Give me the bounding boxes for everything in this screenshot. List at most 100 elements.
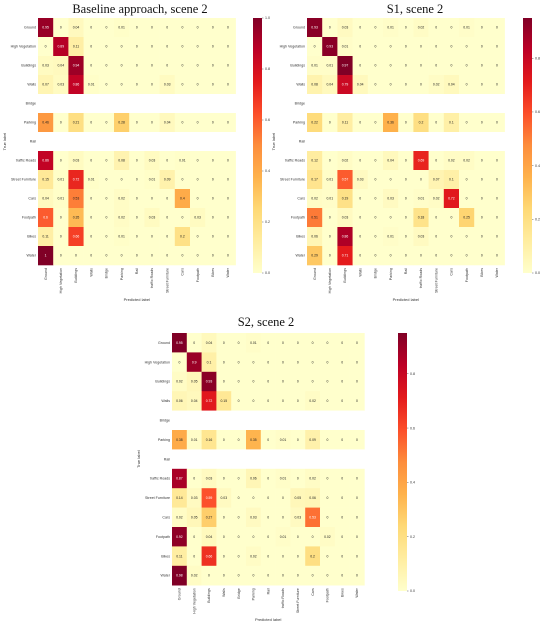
heatmap-cell-empty	[260, 449, 276, 470]
heatmap-cell	[290, 333, 306, 353]
heatmap-cell-empty	[489, 94, 505, 114]
heatmap-cell	[190, 170, 206, 190]
heatmap-cell	[398, 170, 414, 190]
y-tick-label: Cars	[297, 197, 305, 201]
x-tick-label: Ground	[313, 268, 317, 280]
heatmap-cell-value: 0	[178, 360, 180, 364]
heatmap-cell	[459, 37, 475, 57]
heatmap-cell	[367, 151, 384, 171]
heatmap-cell	[489, 113, 505, 133]
heatmap-cell	[260, 391, 276, 411]
y-tick-label: Buildings	[155, 380, 170, 384]
heatmap-cell	[38, 56, 54, 76]
heatmap-cell-value: 0.2	[310, 554, 315, 558]
heatmap-cell-value: 0	[197, 178, 199, 182]
heatmap-cell-value: 0	[481, 216, 483, 220]
heatmap-cell	[337, 208, 353, 228]
y-tick-label: Street Furniture	[280, 178, 305, 182]
heatmap-cell	[246, 430, 262, 450]
heatmap-cell	[352, 151, 369, 171]
heatmap-cell-value: 0.59	[206, 496, 213, 500]
heatmap-cell-value: 0	[326, 496, 328, 500]
heatmap-cell-empty	[334, 449, 350, 470]
heatmap-cell	[383, 246, 399, 266]
heatmap-cell-value: 0	[481, 254, 483, 258]
heatmap-cell-value: 0	[356, 360, 358, 364]
heatmap-cell	[305, 468, 321, 489]
y-tick-label: traffic Roads	[285, 159, 305, 163]
heatmap-cell	[114, 151, 130, 171]
heatmap-cell-value: 0	[60, 26, 62, 30]
heatmap-cell	[220, 75, 236, 95]
heatmap-cell-value: 0.06	[176, 399, 183, 403]
colorbar	[523, 18, 532, 273]
heatmap-cell-value: 0	[405, 159, 407, 163]
heatmap-cell	[307, 37, 323, 57]
heatmap-cell	[334, 488, 350, 508]
heatmap-cell-value: 0	[390, 216, 392, 220]
heatmap-cell	[260, 546, 276, 567]
heatmap-cell	[443, 170, 460, 190]
heatmap-cell-value: 0	[405, 45, 407, 49]
y-tick-label: Street Furniture	[145, 496, 170, 500]
heatmap-cell-value: 0	[212, 45, 214, 49]
heatmap-cell	[398, 113, 414, 133]
x-tick-label: Buildings	[207, 588, 211, 603]
heatmap-cell-value: 0.01	[280, 438, 287, 442]
x-tick-label: Footpath	[326, 588, 330, 602]
heatmap-cell-value: 0	[374, 235, 376, 239]
heatmap-cell-value: 0	[267, 399, 269, 403]
heatmap-cell	[320, 527, 336, 547]
heatmap-cell	[98, 113, 115, 133]
colorbar-tick-label: 0.8	[535, 56, 540, 60]
y-tick-label: Footpath	[291, 216, 305, 220]
heatmap-cell-value: 0	[496, 216, 498, 220]
heatmap-cell	[216, 527, 232, 547]
y-tick-label: Bridge	[295, 102, 305, 106]
heatmap-cell-empty	[349, 410, 365, 431]
heatmap-cell	[413, 113, 429, 133]
heatmap-cell	[174, 170, 191, 190]
heatmap-cell-value: 0	[374, 83, 376, 87]
heatmap-cell-value: 0.22	[311, 121, 318, 125]
heatmap-cell	[413, 151, 429, 171]
heatmap-cell-value: 0	[481, 235, 483, 239]
heatmap-cell-value: 0.29	[311, 254, 318, 258]
heatmap-cell	[459, 208, 475, 228]
heatmap-cell-empty	[129, 132, 145, 152]
heatmap-cell-value: 0	[326, 360, 328, 364]
heatmap-cell-value: 0	[374, 45, 376, 49]
heatmap-cell	[290, 565, 306, 586]
heatmap-cell-value: 0	[359, 254, 361, 258]
heatmap-cell-empty	[398, 94, 414, 114]
heatmap-cell	[337, 113, 353, 133]
heatmap-cell-value: 0	[136, 235, 138, 239]
heatmap-cell	[114, 113, 130, 133]
heatmap-cell-value: 0.03	[220, 496, 227, 500]
heatmap-cell-value: 0	[450, 216, 452, 220]
heatmap-cell-value: 0	[197, 83, 199, 87]
y-axis-label: True label	[271, 133, 276, 151]
heatmap-cell-value: 0	[75, 254, 77, 258]
heatmap-cell-value: 0	[282, 516, 284, 520]
heatmap-cell	[114, 56, 130, 76]
heatmap-cell	[231, 507, 247, 528]
heatmap-cell	[352, 37, 369, 57]
colorbar	[398, 333, 407, 591]
heatmap-cell	[428, 189, 445, 209]
heatmap-cell-value: 0	[212, 254, 214, 258]
heatmap-cell	[367, 208, 384, 228]
heatmap-cell-value: 0	[105, 121, 107, 125]
heatmap-cell	[428, 37, 445, 57]
heatmap-cell-value: 0.1	[449, 121, 454, 125]
heatmap-cell-value: 0.02	[176, 516, 183, 520]
heatmap-cell-empty	[231, 410, 247, 431]
heatmap-cell-value: 0	[197, 254, 199, 258]
heatmap-cell	[337, 189, 353, 209]
heatmap-cell-value: 0.06	[309, 496, 316, 500]
heatmap-cell-empty	[352, 132, 369, 152]
heatmap-cell	[290, 391, 306, 411]
heatmap-cell	[174, 227, 191, 247]
heatmap-cell-value: 0	[105, 64, 107, 68]
heatmap-cell	[68, 113, 84, 133]
